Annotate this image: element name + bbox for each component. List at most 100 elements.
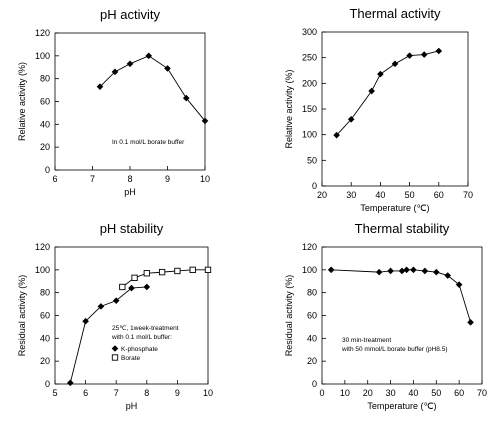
data-point (410, 266, 417, 274)
chart-title: pH activity (100, 7, 160, 22)
data-point (189, 266, 196, 273)
x-axis-label: pH (126, 401, 138, 411)
data-point (96, 83, 104, 90)
x-tick-label: 10 (200, 174, 210, 184)
legend-label: K-phosphate (121, 346, 158, 353)
x-tick-label: 7 (90, 174, 95, 184)
data-point (420, 51, 428, 58)
data-point (398, 267, 406, 275)
chart-panel-1: pH activity 0 20 40 60 80 100 120 6 7 8 9 10 pH Relati… (17, 7, 210, 197)
data-point (158, 268, 166, 276)
y-tick-label: 100 (35, 51, 50, 61)
y-tick-label: 20 (40, 356, 50, 366)
y-axis-label: Relative activity (%) (284, 69, 294, 148)
chart-annotation: with 50 mmol/L borate buffer (pH8.5) (341, 346, 448, 353)
data-point (164, 65, 171, 72)
data-point (406, 52, 413, 59)
data-point (375, 268, 383, 276)
y-tick-label: 100 (302, 265, 317, 275)
chart-title: Thermal stability (355, 221, 450, 236)
x-tick-label: 0 (319, 388, 324, 398)
data-point (444, 272, 452, 279)
data-point (128, 284, 135, 292)
x-tick-label: 60 (454, 388, 464, 398)
y-axis-label: Residual activity (%) (284, 275, 294, 357)
chart-annotation: 30 min-treatment (342, 337, 391, 344)
x-tick-label: 30 (386, 388, 396, 398)
y-tick-label: 80 (40, 288, 50, 298)
data-point (112, 297, 120, 304)
chart-panel-4: Thermal stability 0 20 40 60 80 100 120 0 10 20 30 4… (284, 221, 487, 411)
data-point (387, 267, 394, 275)
x-tick-label: 50 (405, 190, 415, 200)
chart-panel-3: pH stability 0 20 40 60 80 100 120 5 6 7 8 9 10 pH Resi… (17, 221, 213, 411)
data-point (435, 47, 443, 55)
x-tick-label: 70 (477, 388, 487, 398)
y-axis-label: Relative activity (%) (17, 62, 27, 141)
data-point (421, 267, 429, 275)
y-tick-label: 120 (302, 242, 317, 252)
chart-panel-2: Thermal activity 0 50 100 150 200 250 300 20 30 40… (284, 6, 473, 213)
y-tick-label: 150 (302, 104, 317, 114)
x-tick-label: 10 (340, 388, 350, 398)
y-tick-label: 40 (40, 333, 50, 343)
data-point (467, 319, 474, 326)
data-point (97, 303, 105, 310)
x-tick-label: 40 (375, 190, 385, 200)
x-axis-label: Temperature (℃) (367, 401, 436, 411)
legend-label: Borate (121, 355, 141, 362)
y-tick-label: 200 (302, 78, 317, 88)
data-point (126, 60, 134, 68)
chart-annotation: 25℃, 1week-treatment (112, 325, 179, 332)
data-point (377, 70, 384, 78)
data-point (204, 266, 212, 273)
data-point (119, 283, 126, 291)
data-point (368, 87, 375, 95)
data-point (131, 274, 138, 281)
y-tick-label: 80 (307, 288, 317, 298)
y-tick-label: 40 (307, 333, 317, 343)
data-point (174, 267, 181, 275)
y-tick-label: 60 (40, 97, 50, 107)
plot-frame (321, 246, 483, 385)
x-tick-label: 40 (408, 388, 418, 398)
y-tick-label: 0 (45, 165, 50, 175)
x-tick-label: 50 (431, 388, 441, 398)
y-tick-label: 300 (302, 27, 317, 37)
chart-annotation: In 0.1 mol/L borate buffer (112, 139, 185, 146)
y-tick-label: 120 (35, 28, 50, 38)
y-tick-label: 250 (302, 53, 317, 63)
data-point (333, 131, 340, 139)
data-point (182, 94, 190, 102)
x-tick-label: 60 (434, 190, 444, 200)
x-tick-label: 20 (363, 388, 373, 398)
y-tick-label: 60 (40, 311, 50, 321)
x-axis-label: pH (124, 187, 136, 197)
y-tick-label: 40 (40, 119, 50, 129)
data-point (455, 281, 463, 288)
data-point (391, 60, 399, 68)
data-point (82, 317, 89, 325)
plot-frame (54, 246, 209, 385)
y-tick-label: 80 (40, 74, 50, 84)
y-tick-label: 20 (40, 142, 50, 152)
y-tick-label: 50 (307, 155, 317, 165)
x-tick-label: 8 (127, 174, 132, 184)
data-point (145, 52, 153, 60)
x-tick-label: 10 (203, 388, 213, 398)
data-point (111, 68, 119, 76)
x-tick-label: 9 (165, 174, 170, 184)
plot-frame (321, 31, 469, 187)
y-tick-label: 0 (312, 379, 317, 389)
x-tick-label: 7 (114, 388, 119, 398)
series-line-1 (331, 269, 472, 323)
y-tick-label: 100 (35, 265, 50, 275)
x-tick-label: 20 (317, 190, 327, 200)
data-point (67, 379, 74, 387)
series-line-1 (336, 50, 439, 136)
data-point (432, 268, 440, 276)
legend-marker (111, 345, 119, 352)
series-line-1 (99, 55, 206, 122)
y-tick-label: 0 (312, 181, 317, 191)
